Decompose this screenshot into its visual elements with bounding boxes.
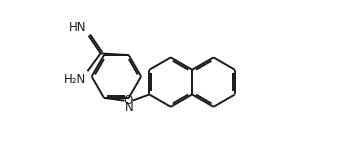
Text: O: O <box>124 94 133 107</box>
Text: H₂N: H₂N <box>64 73 86 86</box>
Text: HN: HN <box>69 21 87 34</box>
Text: N: N <box>125 101 134 114</box>
